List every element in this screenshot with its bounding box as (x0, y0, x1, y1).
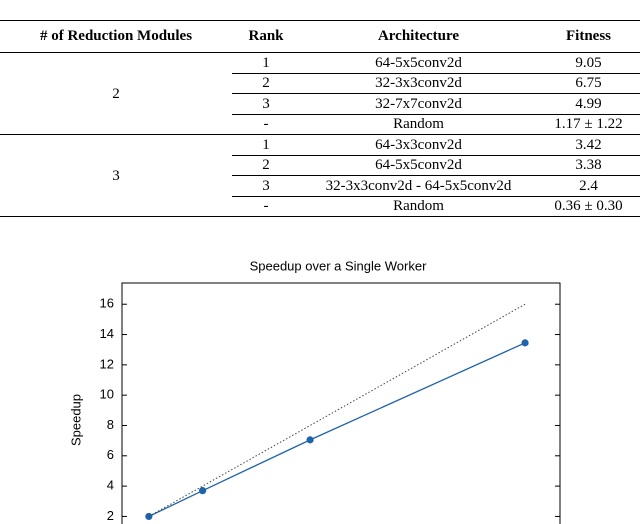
table-cell: 3 (232, 175, 300, 197)
column-header: # of Reduction Modules (0, 20, 232, 53)
table-row: 3 32-3x3conv2d - 64-5x5conv2d 2.4 (0, 175, 640, 197)
table-cell: 64-5x5conv2d (300, 52, 537, 74)
table-cell: 1 (232, 134, 300, 156)
data-point (306, 436, 314, 444)
table-body: 2 1 64-5x5conv2d 9.05 2 32-3x3conv2d 6.75 3 32-7… (0, 52, 640, 217)
table-cell: - (232, 196, 300, 217)
table-cell: 3 (232, 93, 300, 115)
table-row: - Random 1.17 ± 1.22 (0, 114, 640, 135)
table-cell: 0.36 ± 0.30 (537, 196, 640, 217)
modules-cell: 3 (0, 134, 232, 217)
modules-cell: 2 (0, 52, 232, 135)
table-cell: Random (300, 196, 537, 217)
y-tick-label: 4 (107, 478, 114, 493)
data-point (521, 339, 529, 347)
table-cell: 1.17 ± 1.22 (537, 114, 640, 135)
chart: Speedup over a Single Worker Speedup 2 4 6 8 1… (68, 258, 561, 524)
table-cell: 3.38 (537, 155, 640, 176)
y-tick-label: 8 (107, 417, 114, 432)
results-table: # of Reduction Modules Rank Architecture Fi… (0, 20, 640, 217)
series-line (148, 342, 526, 518)
header-row: # of Reduction Modules Rank Architecture Fi… (0, 20, 640, 53)
table-cell: 9.05 (537, 52, 640, 74)
table-cell: 32-3x3conv2d (300, 73, 537, 94)
table-cell: 32-3x3conv2d - 64-5x5conv2d (300, 175, 537, 197)
y-tick-label: 6 (107, 447, 114, 462)
table-cell: 4.99 (537, 93, 640, 115)
table-row: 3 32-7x7conv2d 4.99 (0, 93, 640, 115)
y-tick-label: 10 (100, 387, 114, 402)
table-cell: - (232, 114, 300, 135)
table-cell: 64-5x5conv2d (300, 155, 537, 176)
axis-frame (121, 282, 561, 524)
column-header: Rank (232, 20, 300, 53)
table-row: 3 1 64-3x3conv2d 3.42 (0, 134, 640, 217)
table-cell: 32-7x7conv2d (300, 93, 537, 115)
y-tick-label: 16 (100, 296, 114, 311)
table-cell: 2 (232, 155, 300, 176)
table-cell: 1 (232, 52, 300, 74)
data-point (145, 512, 153, 521)
column-header: Fitness (537, 20, 640, 53)
y-tick-label: 14 (100, 326, 114, 341)
column-header: Architecture (300, 20, 537, 53)
table-row: 2 64-5x5conv2d 3.38 (0, 155, 640, 176)
series-line (148, 303, 526, 517)
table-row: - Random 0.36 ± 0.30 (0, 196, 640, 217)
y-tick-label: 12 (100, 356, 114, 371)
table-row: 2 32-3x3conv2d 6.75 (0, 73, 640, 94)
table-cell: 6.75 (537, 73, 640, 94)
table-cell: 2.4 (537, 175, 640, 197)
y-tick-label: 2 (107, 508, 114, 523)
table-cell: 3.42 (537, 134, 640, 156)
table-cell: 2 (232, 73, 300, 94)
table-row: 2 1 64-5x5conv2d 9.05 (0, 52, 640, 135)
data-point (199, 487, 207, 495)
chart-title: Speedup over a Single Worker (250, 258, 427, 273)
table-cell: 64-3x3conv2d (300, 134, 537, 156)
y-axis-label: Speedup (68, 394, 83, 446)
table-cell: Random (300, 114, 537, 135)
